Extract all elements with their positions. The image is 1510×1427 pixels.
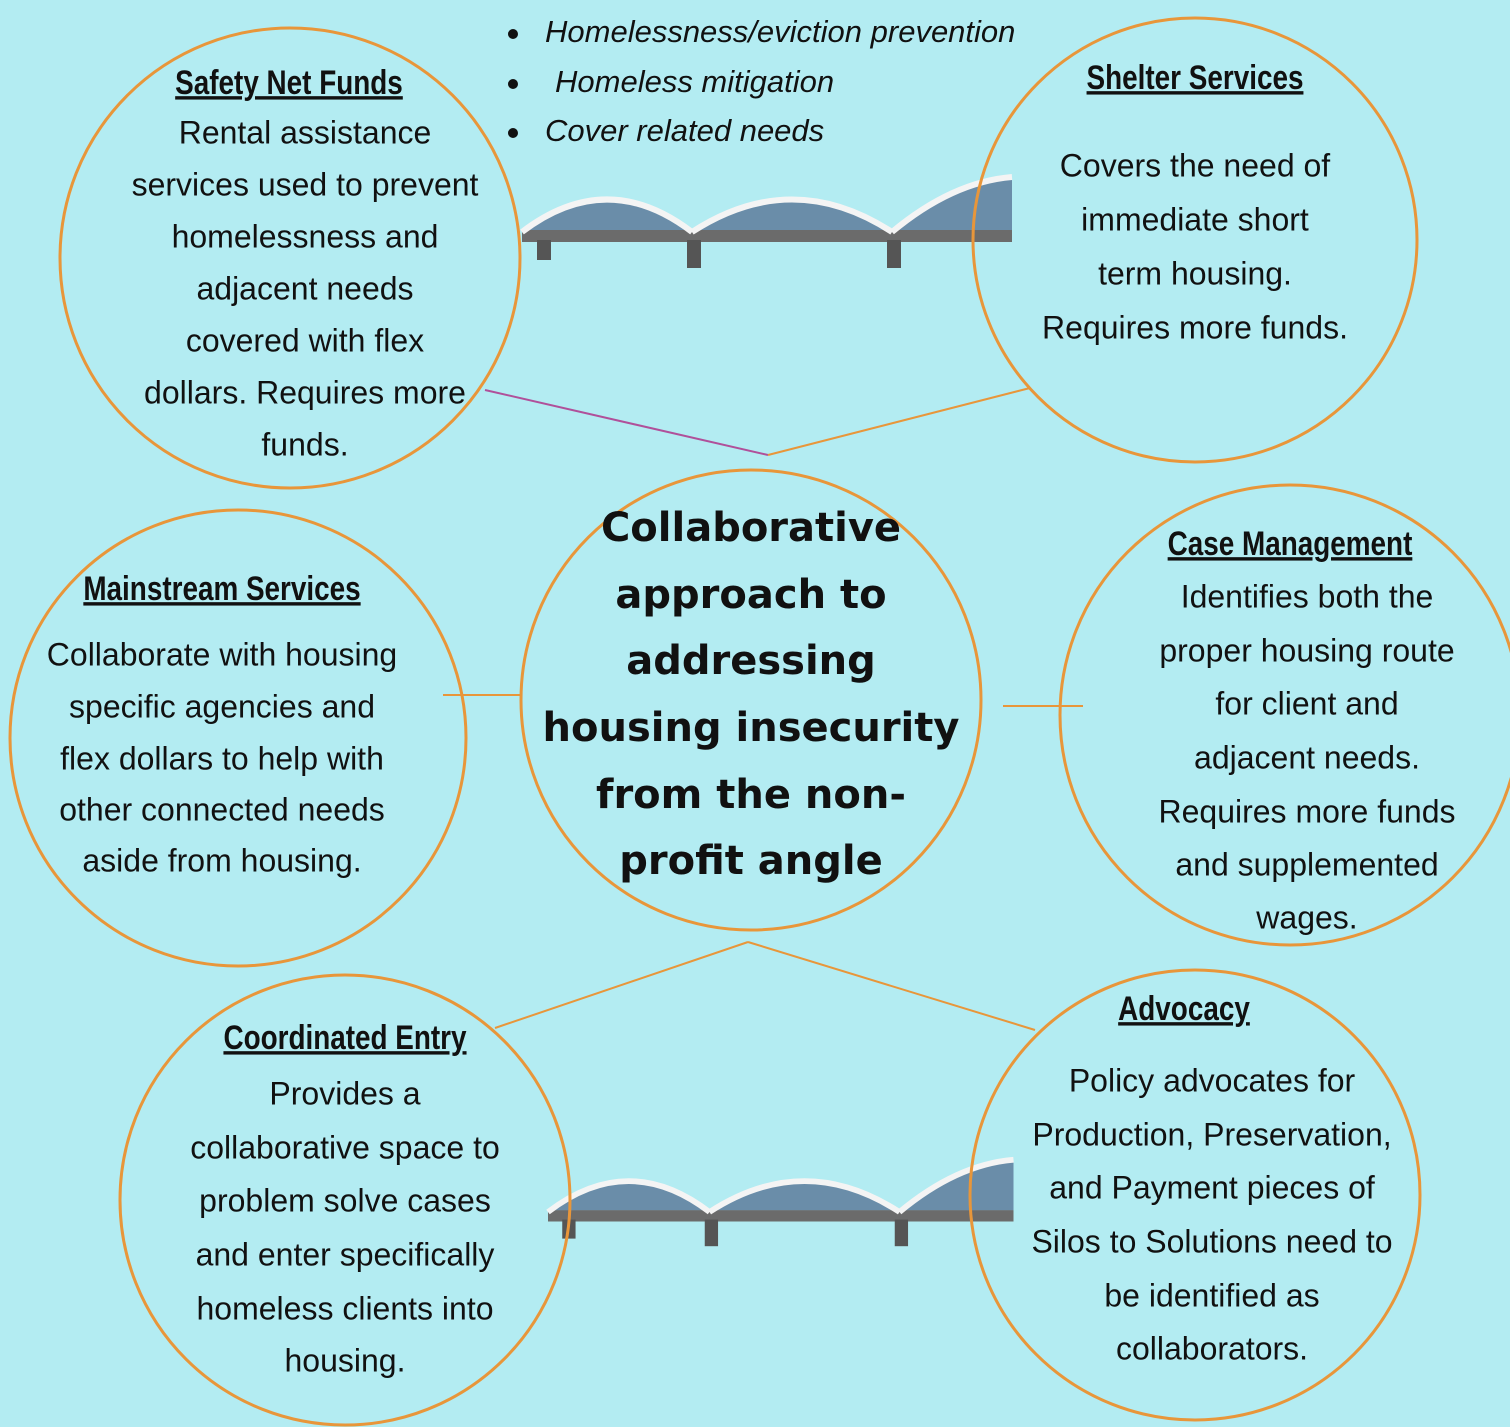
- center-title: housing insecurity: [543, 705, 960, 751]
- connector: [485, 390, 768, 455]
- node-text: problem solve cases: [199, 1182, 491, 1218]
- node-title: Coordinated Entry: [223, 1018, 467, 1056]
- node-text: Policy advocates for: [1069, 1062, 1356, 1098]
- bullet-dot: [508, 128, 518, 138]
- node-text: adjacent needs.: [1194, 739, 1420, 775]
- bridge-image: [522, 177, 1012, 268]
- diagram: Collaborative approach to addressing housin…: [0, 0, 1510, 1427]
- node-text: and enter specifically: [196, 1236, 495, 1272]
- node-text: collaborators.: [1116, 1330, 1308, 1366]
- node-text: Collaborate with housing: [47, 636, 397, 672]
- node-text: be identified as: [1104, 1277, 1319, 1313]
- node-text: flex dollars to help with: [60, 740, 384, 776]
- node-text: homelessness and: [172, 218, 439, 254]
- node-text: and supplemented: [1175, 846, 1438, 882]
- bullet-item: Cover related needs: [545, 113, 824, 148]
- bridge-image: [548, 1160, 1014, 1246]
- bullet-item: Homelessness/eviction prevention: [545, 14, 1015, 49]
- node-text: specific agencies and: [69, 688, 375, 724]
- node-text: Requires more funds: [1158, 793, 1455, 829]
- connector: [495, 942, 748, 1028]
- node-title: Advocacy: [1118, 989, 1250, 1027]
- node-text: covered with flex: [186, 322, 424, 358]
- bullet-dot: [508, 29, 518, 39]
- center-title: approach to: [615, 572, 886, 618]
- node-text: dollars. Requires more: [144, 374, 466, 410]
- node-text: proper housing route: [1159, 632, 1454, 668]
- node-text: wages.: [1255, 899, 1357, 935]
- center-title: addressing: [626, 638, 876, 684]
- node-text: term housing.: [1098, 255, 1292, 291]
- node-text: Silos to Solutions need to: [1031, 1223, 1392, 1259]
- node-text: for client and: [1215, 685, 1398, 721]
- page: {"bullets": ["Homelessness/eviction prev…: [0, 0, 1510, 1427]
- connector: [748, 942, 1035, 1030]
- node-text: aside from housing.: [82, 842, 361, 878]
- node-text: Provides a: [269, 1075, 420, 1111]
- node-text: adjacent needs: [196, 270, 413, 306]
- center-title: from the non-: [596, 772, 906, 818]
- connector: [768, 388, 1030, 455]
- node-text: funds.: [261, 426, 348, 462]
- node-text: Production, Preservation,: [1032, 1116, 1391, 1152]
- center-title: profit angle: [619, 838, 882, 884]
- node-text: homeless clients into: [196, 1290, 493, 1326]
- node-text: housing.: [285, 1342, 406, 1378]
- node-text: services used to prevent: [132, 166, 479, 202]
- node-text: other connected needs: [59, 791, 385, 827]
- node-text: Rental assistance: [179, 114, 432, 150]
- node-text: Identifies both the: [1181, 578, 1434, 614]
- center-title: Collaborative: [601, 505, 901, 551]
- node-text: and Payment pieces of: [1049, 1169, 1375, 1205]
- node-title: Mainstream Services: [83, 569, 360, 607]
- node-text: Covers the need of: [1060, 147, 1331, 183]
- node-title: Case Management: [1168, 524, 1413, 562]
- bullet-item: Homeless mitigation: [555, 64, 834, 99]
- node-text: Requires more funds.: [1042, 309, 1348, 345]
- node-text: collaborative space to: [190, 1129, 500, 1165]
- node-text: immediate short: [1081, 201, 1309, 237]
- node-title: Safety Net Funds: [175, 63, 403, 101]
- node-title: Shelter Services: [1087, 58, 1304, 96]
- bullet-dot: [508, 79, 518, 89]
